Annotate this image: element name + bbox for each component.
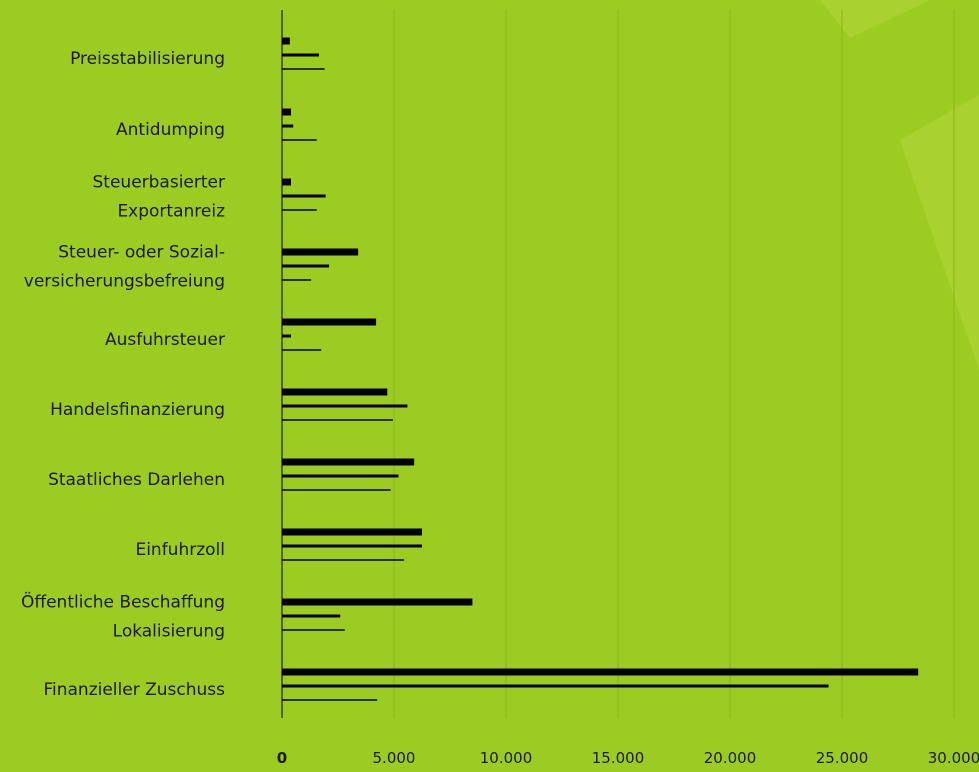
bar bbox=[282, 53, 319, 57]
bar bbox=[282, 264, 330, 268]
bars bbox=[282, 37, 919, 701]
x-tick-label: 0 bbox=[277, 749, 287, 767]
x-tick-label: 20.000 bbox=[704, 749, 757, 767]
decor-triangle-top bbox=[820, 0, 930, 38]
bar bbox=[282, 598, 473, 606]
bar bbox=[282, 349, 322, 351]
category-label: Öffentliche Beschaffung bbox=[21, 591, 225, 613]
bar bbox=[282, 458, 415, 466]
bar bbox=[282, 684, 829, 688]
bar bbox=[282, 279, 312, 281]
bar bbox=[282, 248, 359, 256]
category-label: Exportanreiz bbox=[117, 202, 225, 222]
bar bbox=[282, 614, 341, 618]
category-label: Steuerbasierter bbox=[93, 173, 226, 193]
bar bbox=[282, 68, 325, 70]
bar bbox=[282, 388, 388, 396]
category-label: Preisstabilisierung bbox=[70, 49, 225, 69]
bar bbox=[282, 699, 378, 701]
category-label: versicherungsbefreiung bbox=[24, 272, 225, 292]
gridlines bbox=[393, 10, 955, 718]
x-tick-label: 5.000 bbox=[373, 749, 416, 767]
category-label: Lokalisierung bbox=[113, 622, 225, 642]
bar bbox=[282, 178, 291, 186]
bar bbox=[282, 489, 391, 491]
decor-triangle-right bbox=[900, 95, 979, 370]
bar bbox=[282, 139, 317, 141]
bar bbox=[282, 528, 422, 536]
bar bbox=[282, 194, 326, 198]
x-tick-label: 30.000 bbox=[928, 749, 979, 767]
x-tick-label: 15.000 bbox=[592, 749, 645, 767]
bar bbox=[282, 108, 291, 116]
bar bbox=[282, 544, 422, 548]
bar bbox=[282, 668, 919, 676]
bar bbox=[282, 334, 291, 338]
bar bbox=[282, 474, 399, 478]
category-label: Steuer- oder Sozial- bbox=[58, 243, 225, 263]
bar bbox=[282, 318, 377, 326]
bar bbox=[282, 629, 345, 631]
x-tick-label: 25.000 bbox=[816, 749, 869, 767]
bar bbox=[282, 124, 294, 128]
category-label: Staatliches Darlehen bbox=[48, 470, 225, 490]
bar bbox=[282, 404, 408, 408]
x-tick-label: 10.000 bbox=[480, 749, 533, 767]
category-label: Einfuhrzoll bbox=[135, 540, 225, 560]
x-tick-labels: 0 5.000 10.000 15.000 20.000 25.000 30.000 bbox=[277, 749, 979, 767]
category-label: Finanzieller Zuschuss bbox=[43, 680, 225, 700]
category-label: Handelsfinanzierung bbox=[50, 400, 225, 420]
category-label: Antidumping bbox=[116, 120, 225, 140]
bar bbox=[282, 419, 393, 421]
bar bbox=[282, 209, 317, 211]
category-labels: Preisstabilisierung Antidumping Steuerbasi… bbox=[21, 49, 225, 700]
category-label: Ausfuhrsteuer bbox=[105, 330, 225, 350]
bar bbox=[282, 559, 405, 561]
bar bbox=[282, 37, 290, 45]
